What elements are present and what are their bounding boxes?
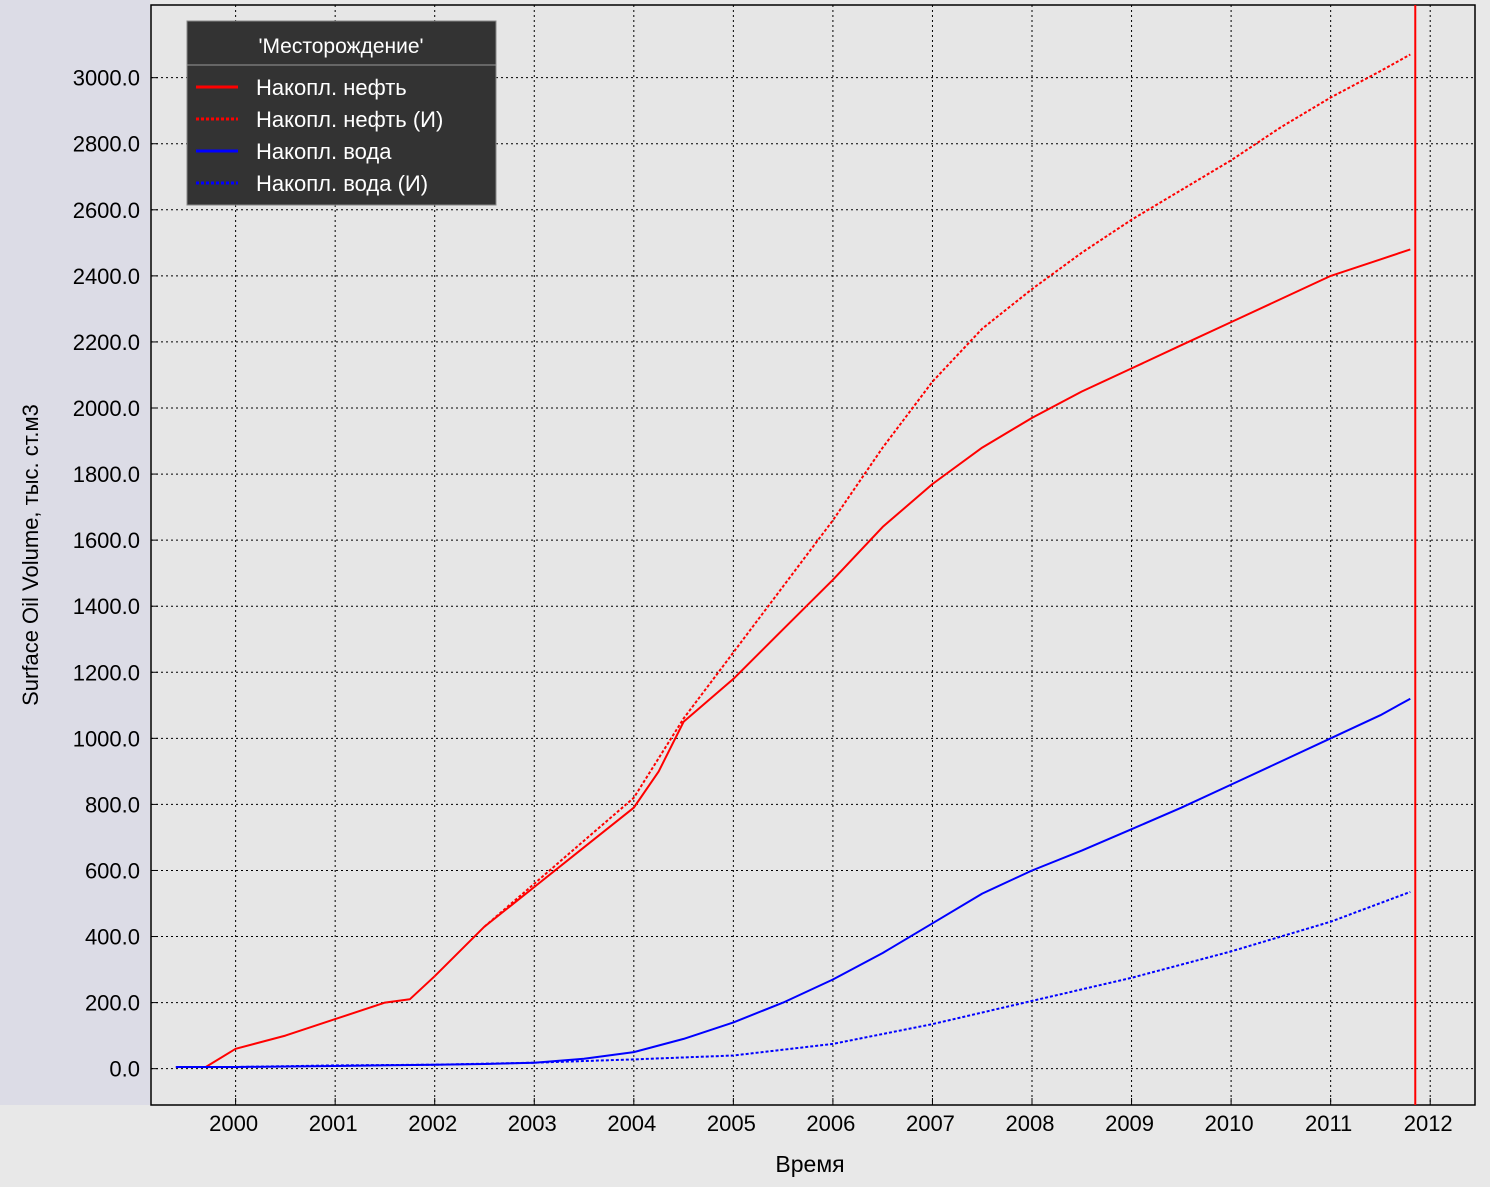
y-axis-band xyxy=(0,0,150,1105)
y-tick-label: 2200.0 xyxy=(73,330,140,355)
legend-label: Накопл. вода (И) xyxy=(256,171,428,196)
y-tick-label: 3000.0 xyxy=(73,66,140,91)
x-tick-label: 2008 xyxy=(1006,1111,1055,1136)
legend-label: Накопл. вода xyxy=(256,139,392,164)
y-tick-label: 0.0 xyxy=(109,1057,140,1082)
x-tick-label: 2007 xyxy=(906,1111,955,1136)
y-tick-label: 1800.0 xyxy=(73,462,140,487)
y-tick-label: 1200.0 xyxy=(73,660,140,685)
legend-entries: Накопл. нефть Накопл. нефть (И) Накопл. во… xyxy=(196,75,443,196)
y-tick-label: 2800.0 xyxy=(73,132,140,157)
y-tick-label: 800.0 xyxy=(85,792,140,817)
y-tick-label: 200.0 xyxy=(85,991,140,1016)
x-axis: 2000 2001 2002 2003 2004 2005 2006 2007 2008 2009… xyxy=(209,1098,1453,1136)
series-layer xyxy=(175,53,1411,1068)
y-tick-label: 2600.0 xyxy=(73,198,140,223)
y-tick-label: 2400.0 xyxy=(73,264,140,289)
x-tick-label: 2003 xyxy=(508,1111,557,1136)
x-tick-label: 2000 xyxy=(209,1111,258,1136)
y-tick-label: 1400.0 xyxy=(73,594,140,619)
x-tick-label: 2006 xyxy=(806,1111,855,1136)
legend-title: 'Месторождение' xyxy=(258,35,423,58)
x-tick-label: 2004 xyxy=(607,1111,656,1136)
x-tick-label: 2012 xyxy=(1404,1111,1453,1136)
y-axis-label: Surface Oil Volume, тыс. ст.м3 xyxy=(18,404,43,706)
series-line xyxy=(175,890,1411,1068)
y-tick-label: 400.0 xyxy=(85,925,140,950)
y-axis: 0.0 200.0 400.0 600.0 800.0 1000.0 1200.0 1400.… xyxy=(73,66,158,1082)
x-tick-label: 2009 xyxy=(1105,1111,1154,1136)
series-line xyxy=(483,53,1411,928)
y-tick-label: 600.0 xyxy=(85,858,140,883)
legend-label: Накопл. нефть (И) xyxy=(256,107,443,132)
series-line xyxy=(175,248,1411,1068)
x-tick-label: 2011 xyxy=(1305,1111,1352,1136)
legend-box xyxy=(186,20,497,206)
y-tick-label: 2000.0 xyxy=(73,396,140,421)
y-tick-label: 1600.0 xyxy=(73,528,140,553)
x-tick-label: 2005 xyxy=(707,1111,756,1136)
y-tick-label: 1000.0 xyxy=(73,726,140,751)
x-tick-label: 2010 xyxy=(1205,1111,1254,1136)
legend-label: Накопл. нефть xyxy=(256,75,407,100)
x-tick-label: 2002 xyxy=(408,1111,457,1136)
x-axis-label: Время xyxy=(775,1151,844,1177)
x-tick-label: 2001 xyxy=(309,1111,358,1136)
